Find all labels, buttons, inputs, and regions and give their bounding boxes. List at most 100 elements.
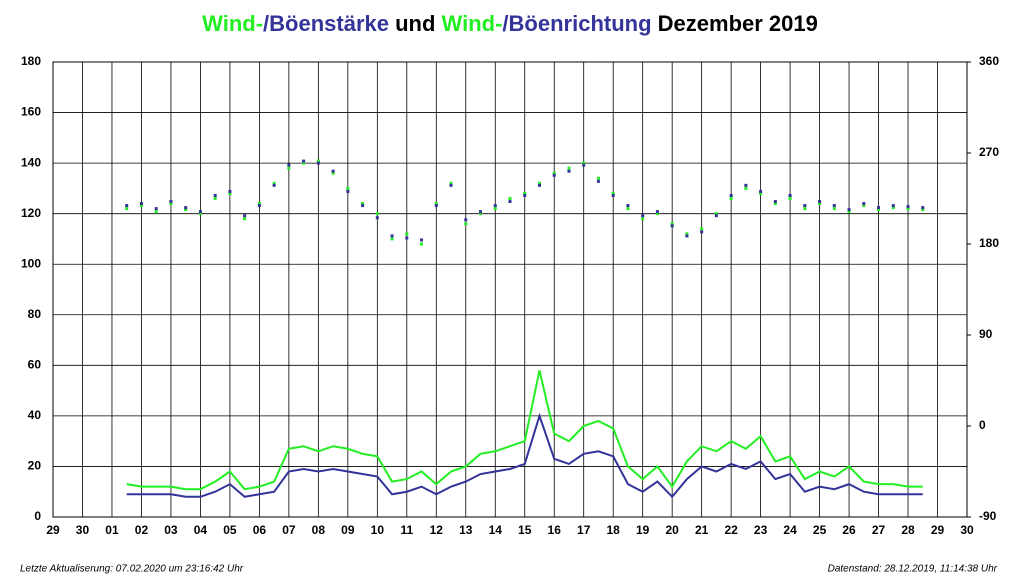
- direction-dot: [213, 197, 217, 200]
- direction-dot: [596, 176, 600, 180]
- x-tick-label: 04: [194, 523, 208, 537]
- direction-dot: [906, 207, 910, 211]
- direction-dot: [125, 207, 129, 211]
- x-tick-label: 01: [105, 523, 119, 537]
- direction-dot: [405, 232, 409, 236]
- direction-dot: [331, 169, 335, 173]
- direction-dot: [729, 193, 733, 197]
- x-tick-label: 25: [813, 523, 827, 537]
- direction-dot: [479, 212, 483, 216]
- x-tick-label: 14: [489, 523, 503, 537]
- direction-dot: [803, 204, 807, 208]
- title-part: Wind-: [202, 11, 263, 36]
- direction-dot: [493, 207, 497, 211]
- direction-dot: [154, 207, 158, 211]
- direction-dot: [803, 207, 807, 211]
- direction-dot: [523, 191, 527, 195]
- plot-area: [52, 61, 968, 518]
- direction-dot: [243, 217, 247, 221]
- direction-dot: [877, 208, 881, 212]
- y2-tick-label: 180: [979, 236, 999, 250]
- x-tick-label: 06: [253, 523, 267, 537]
- x-tick-label: 08: [312, 523, 326, 537]
- direction-dot: [169, 202, 173, 206]
- direction-dot: [316, 159, 320, 163]
- direction-dot: [375, 216, 379, 220]
- direction-dot: [685, 232, 689, 236]
- chart-title: Wind-/Böenstärke und Wind-/Böenrichtung …: [202, 11, 818, 36]
- direction-dot: [700, 230, 704, 234]
- direction-dot: [567, 169, 571, 173]
- direction-dot: [537, 183, 541, 187]
- x-tick-label: 02: [135, 523, 149, 537]
- direction-dot: [523, 193, 527, 197]
- y-tick-label: 0: [34, 509, 41, 523]
- direction-dot: [641, 217, 645, 221]
- direction-dot: [302, 159, 306, 163]
- direction-dot: [877, 206, 881, 210]
- y2-tick-label: -90: [979, 509, 997, 523]
- title-part: /Böenstärke: [263, 11, 389, 36]
- direction-dot: [184, 208, 188, 212]
- direction-dot: [655, 212, 659, 216]
- direction-dot: [818, 202, 822, 206]
- direction-dot: [434, 202, 438, 206]
- x-tick-label: 15: [518, 523, 532, 537]
- direction-dot: [818, 200, 822, 204]
- direction-dot: [228, 189, 232, 193]
- x-tick-label: 09: [341, 523, 355, 537]
- title-part: /Böenrichtung: [502, 11, 651, 36]
- direction-dot: [788, 193, 792, 197]
- direction-dot: [257, 202, 261, 206]
- direction-dot: [508, 197, 512, 200]
- x-tick-label: 22: [724, 523, 738, 537]
- direction-dot: [891, 206, 895, 210]
- x-tick-label: 28: [901, 523, 915, 537]
- direction-dot: [729, 197, 733, 200]
- footer-left: Letzte Aktualiserung: 07.02.2020 um 23:1…: [20, 564, 244, 575]
- direction-dot: [862, 204, 866, 208]
- x-tick-label: 13: [459, 523, 473, 537]
- x-tick-label: 24: [783, 523, 797, 537]
- direction-dot: [611, 191, 615, 195]
- direction-dot: [759, 191, 763, 195]
- direction-dot: [493, 204, 497, 208]
- direction-dot: [655, 210, 659, 214]
- x-tick-label: 18: [607, 523, 621, 537]
- direction-dot: [685, 234, 689, 238]
- direction-dot: [921, 208, 925, 212]
- x-tick-label: 11: [400, 523, 413, 537]
- footer-right: Datenstand: 28.12.2019, 11:14:38 Uhr: [828, 564, 998, 575]
- x-tick-label: 21: [695, 523, 709, 537]
- x-tick-label: 17: [577, 523, 591, 537]
- x-tick-label: 27: [872, 523, 886, 537]
- x-tick-label: 29: [46, 523, 60, 537]
- direction-dot: [788, 197, 792, 200]
- y2-tick-label: 0: [979, 418, 986, 432]
- direction-dot: [891, 204, 895, 208]
- y-tick-label: 100: [21, 256, 41, 270]
- direction-dot: [773, 200, 777, 204]
- direction-dot: [449, 181, 453, 185]
- direction-dot: [847, 208, 851, 212]
- y2-tick-label: 90: [979, 327, 993, 341]
- direction-dot: [567, 166, 571, 170]
- direction-dot: [287, 163, 291, 167]
- x-tick-label: 20: [665, 523, 679, 537]
- direction-dot: [154, 210, 158, 214]
- direction-dot: [582, 163, 586, 167]
- x-tick-label: 10: [371, 523, 385, 537]
- direction-dot: [316, 161, 320, 165]
- series-line: [126, 370, 923, 491]
- direction-dot: [670, 222, 674, 226]
- direction-dot: [582, 161, 586, 165]
- x-tick-label: 12: [430, 523, 444, 537]
- direction-dot: [921, 206, 925, 210]
- direction-dot: [302, 161, 306, 165]
- x-tick-label: 29: [931, 523, 945, 537]
- direction-dot: [700, 227, 704, 231]
- x-tick-label: 07: [282, 523, 296, 537]
- direction-dot: [420, 238, 424, 242]
- y-tick-label: 60: [28, 358, 42, 372]
